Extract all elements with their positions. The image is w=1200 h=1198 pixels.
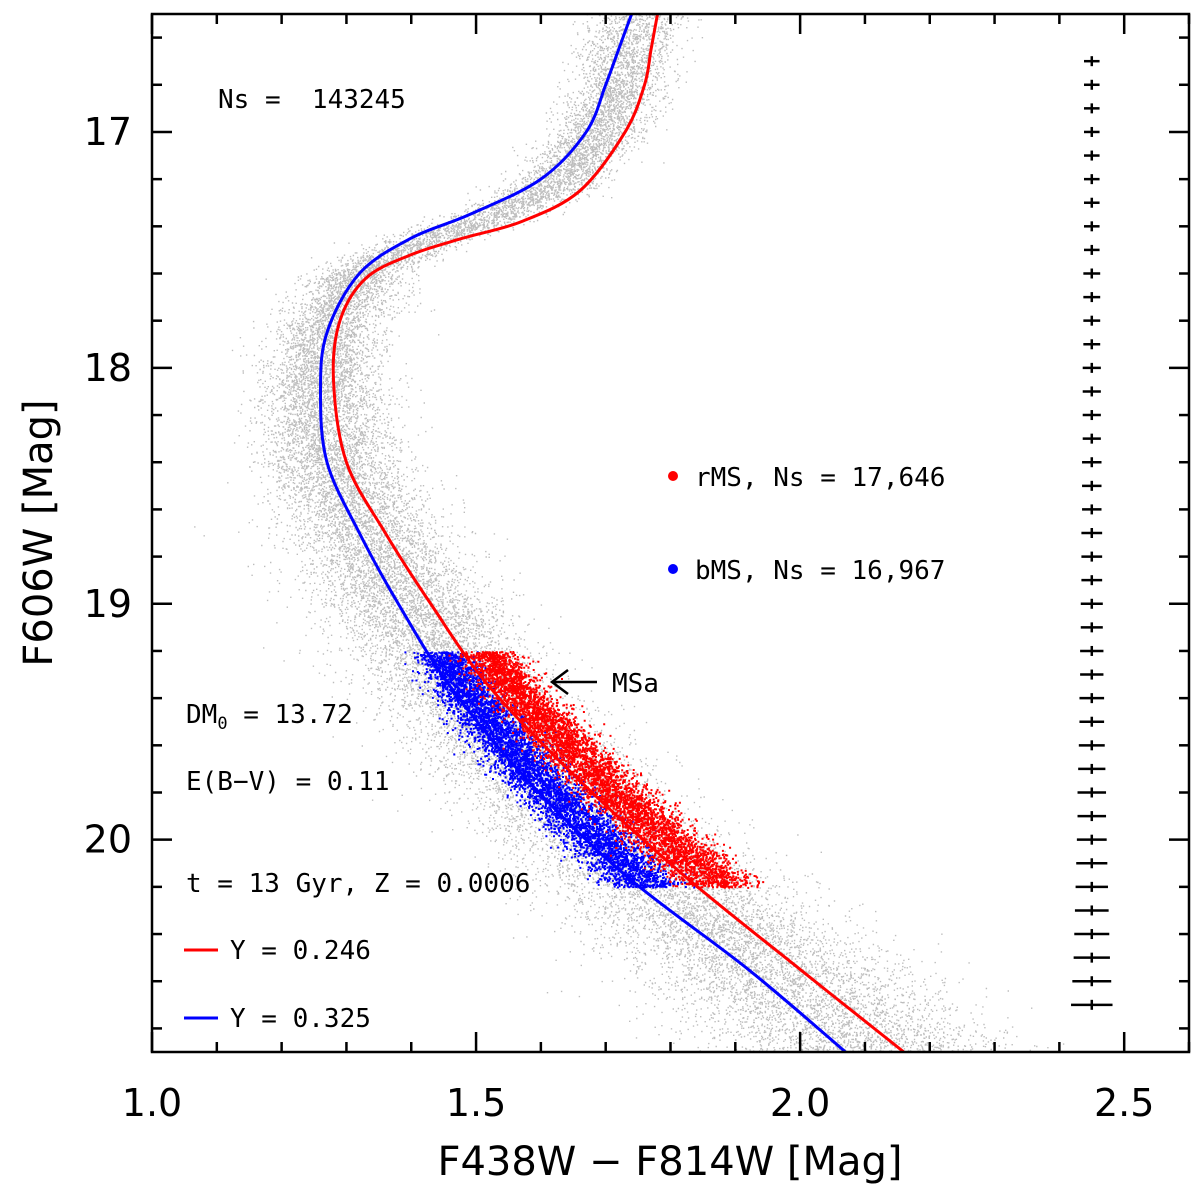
error-bar xyxy=(1084,197,1100,208)
error-bar xyxy=(1072,976,1112,987)
error-bar xyxy=(1080,645,1104,656)
error-bar xyxy=(1084,126,1100,137)
dm-subscript: 0 xyxy=(217,714,227,734)
distance-modulus-label: DM0 = 13.72 xyxy=(186,700,353,734)
rms-points xyxy=(448,651,765,889)
y-tick-label: 20 xyxy=(84,818,132,862)
error-bar xyxy=(1083,292,1101,303)
error-bar xyxy=(1083,339,1101,350)
bms-legend-marker xyxy=(668,564,678,574)
error-bar xyxy=(1079,716,1105,727)
error-bar xyxy=(1076,834,1107,845)
reddening-label: E(B−V) = 0.11 xyxy=(186,767,390,797)
x-axis-title: F438W − F814W [Mag] xyxy=(437,1139,902,1185)
msa-arrow-icon xyxy=(549,669,597,695)
error-bar xyxy=(1074,905,1109,916)
error-bar xyxy=(1084,221,1100,232)
rms-legend-label: rMS, Ns = 17,646 xyxy=(695,463,945,493)
isochrone-layer xyxy=(319,14,905,1052)
error-bar xyxy=(1084,150,1100,161)
error-bar xyxy=(1078,763,1106,774)
rms-legend-marker xyxy=(668,471,678,481)
error-bar xyxy=(1073,952,1110,963)
error-bar xyxy=(1081,575,1103,586)
error-bar xyxy=(1080,669,1104,680)
error-bar xyxy=(1071,999,1113,1010)
y325-legend-label: Y = 0.325 xyxy=(230,1004,371,1034)
bms-legend-label: bMS, Ns = 16,967 xyxy=(695,556,945,586)
error-bar xyxy=(1084,244,1100,255)
error-bar xyxy=(1082,457,1102,468)
age-metallicity-label: t = 13 Gyr, Z = 0.0006 xyxy=(186,869,530,899)
total-stars-label: Ns = 143245 xyxy=(218,85,406,115)
y-axis-title: F606W [Mag] xyxy=(16,399,62,666)
x-tick-label: 1.5 xyxy=(446,1081,506,1125)
x-tick-label: 1.0 xyxy=(122,1081,182,1125)
error-bar xyxy=(1082,386,1101,397)
error-bar xyxy=(1082,480,1102,491)
error-bar xyxy=(1084,79,1100,90)
tick-layer: 1.0 1.5 2.0 2.5 17 18 19 20 xyxy=(84,14,1191,1125)
error-bar xyxy=(1082,433,1101,444)
x-tick-label: 2.0 xyxy=(770,1081,830,1125)
dm-value: = 13.72 xyxy=(228,700,353,730)
error-bar xyxy=(1077,787,1107,798)
x-tick-label: 2.5 xyxy=(1094,1081,1154,1125)
bms-points xyxy=(404,651,727,889)
error-bar xyxy=(1079,693,1105,704)
error-bar xyxy=(1084,56,1100,67)
y-tick-label: 18 xyxy=(84,346,132,390)
y246-legend-label: Y = 0.246 xyxy=(230,936,371,966)
y-tick-label: 17 xyxy=(84,110,132,154)
error-bar xyxy=(1083,315,1101,326)
errorbar-layer xyxy=(1071,56,1113,1010)
dm-main: DM xyxy=(186,700,217,730)
error-bar xyxy=(1080,598,1103,609)
isochrone-y0246-line xyxy=(331,14,905,1052)
error-bar xyxy=(1084,103,1100,114)
error-bar xyxy=(1075,881,1108,892)
error-bar xyxy=(1082,362,1101,373)
isochrone-y0325-line xyxy=(319,14,847,1052)
error-bar xyxy=(1077,811,1107,822)
error-bar xyxy=(1080,622,1103,633)
error-bar xyxy=(1078,740,1105,751)
scatter-layer xyxy=(194,14,1065,1052)
msa-label: MSa xyxy=(612,669,659,699)
error-bar xyxy=(1081,528,1103,538)
y-tick-label: 19 xyxy=(84,582,132,626)
error-bar xyxy=(1082,410,1101,421)
error-bar xyxy=(1081,551,1103,562)
error-bar xyxy=(1074,929,1110,940)
error-bar xyxy=(1076,858,1108,869)
error-bar xyxy=(1082,504,1102,515)
error-bar xyxy=(1084,174,1100,185)
error-bar xyxy=(1083,268,1101,279)
